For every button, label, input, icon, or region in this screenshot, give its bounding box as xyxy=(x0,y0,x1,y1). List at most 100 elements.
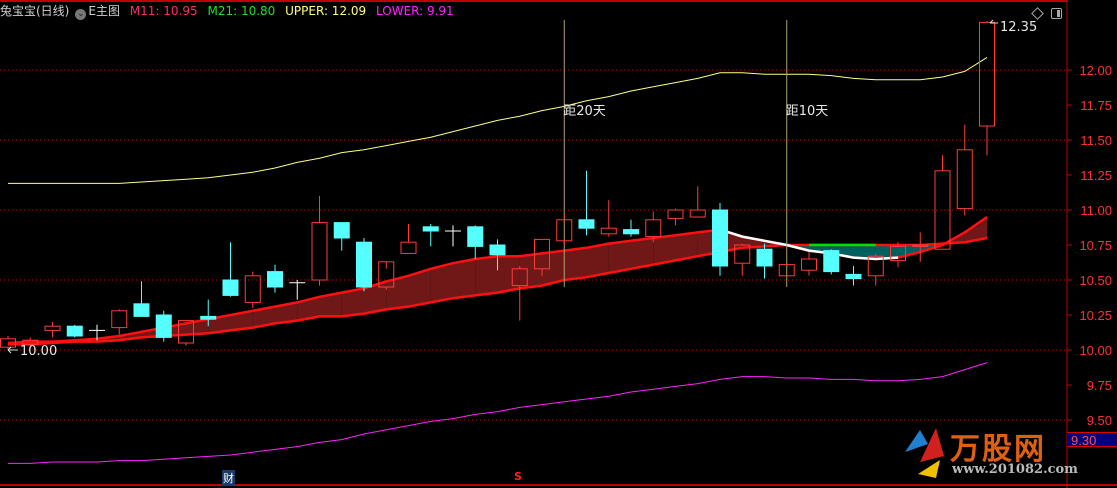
ma-band-segment xyxy=(653,235,676,265)
candle xyxy=(133,281,150,317)
ma-band-segment xyxy=(964,217,987,243)
candle xyxy=(400,224,417,254)
candle xyxy=(445,225,461,247)
low-price-label: 10.00 xyxy=(20,344,57,359)
panel-toggle-icon[interactable] xyxy=(1051,8,1062,19)
candle xyxy=(934,155,951,250)
candle xyxy=(511,266,528,321)
candle xyxy=(155,310,172,342)
candle xyxy=(712,203,728,276)
axis-tick-label: 11.25 xyxy=(1080,168,1112,183)
ma-band-segment xyxy=(230,310,253,331)
axis-highlight-price: 9.30 xyxy=(1067,432,1117,448)
axis-tick-label: 10.75 xyxy=(1079,238,1112,253)
candle-body xyxy=(178,320,194,344)
axis-tick-label: 10.50 xyxy=(1079,273,1112,288)
candle xyxy=(667,208,684,226)
candle-body xyxy=(422,226,439,232)
ma-band-segment xyxy=(297,296,320,321)
candle-body xyxy=(689,209,706,218)
watermark-url: www.201082.com xyxy=(952,462,1078,477)
ma-band-segment xyxy=(675,232,698,261)
axis-tick-label: 10.25 xyxy=(1079,308,1112,323)
candle xyxy=(378,261,395,290)
candle xyxy=(356,238,372,292)
ma-band-segment xyxy=(831,245,854,258)
candle-body xyxy=(912,244,929,247)
axis-tick-label: 11.00 xyxy=(1080,203,1112,218)
candle xyxy=(222,242,239,297)
candle xyxy=(534,238,550,276)
candle-body xyxy=(801,258,817,271)
candle-body xyxy=(823,250,840,273)
candle xyxy=(689,186,706,218)
axis-tick-label: 11.50 xyxy=(1080,133,1112,148)
ma-band-segment xyxy=(275,302,298,324)
candle xyxy=(66,324,83,338)
stock-title: 兔宝宝(日线) xyxy=(0,4,70,18)
candle-body xyxy=(534,238,550,270)
axis-tick-label: 9.50 xyxy=(1087,413,1112,428)
ma-band-segment xyxy=(341,288,364,317)
ma-band-segment xyxy=(497,256,520,293)
day-marker-label: 距20天 xyxy=(563,104,606,119)
candle-body xyxy=(22,339,39,345)
candle-body xyxy=(556,219,573,242)
candle-body xyxy=(511,268,528,287)
candle xyxy=(912,232,929,262)
upper-line xyxy=(8,56,988,184)
candle-body xyxy=(489,244,506,256)
s-event-marker[interactable]: S xyxy=(514,470,522,483)
candle-body xyxy=(133,303,150,317)
top-icons xyxy=(1031,3,1062,22)
candle xyxy=(801,252,817,276)
lower-line xyxy=(8,362,988,464)
candle-body xyxy=(467,226,484,247)
candle-body xyxy=(222,279,239,296)
axis-tick-label: 10.00 xyxy=(1079,343,1112,358)
candle-body xyxy=(645,219,662,238)
ma-band-segment xyxy=(631,238,654,269)
candle xyxy=(44,322,61,338)
high-price-label: 12.35 xyxy=(1000,20,1037,35)
candle xyxy=(734,243,751,276)
indicator-selector[interactable]: E主图 xyxy=(88,4,120,18)
candle xyxy=(979,21,995,156)
ma-band-segment xyxy=(542,250,565,286)
ma-band-segment xyxy=(386,275,409,310)
ma-band-segment xyxy=(319,292,342,317)
candle xyxy=(200,299,217,327)
ma-band-segment xyxy=(898,245,921,258)
candle-body xyxy=(934,170,951,250)
candle xyxy=(578,170,595,236)
candle-body xyxy=(244,275,261,303)
candle-body xyxy=(378,261,395,288)
finance-event-marker[interactable]: 财 xyxy=(222,470,235,486)
candle xyxy=(311,196,328,286)
candle-body xyxy=(845,273,862,280)
candle-body xyxy=(667,209,684,219)
candle-body xyxy=(867,255,884,277)
price-arrow-icon xyxy=(7,19,998,354)
candle xyxy=(111,309,128,335)
candle xyxy=(623,219,639,237)
candle xyxy=(756,243,773,279)
watermark-logo: 万股网 www.201082.com xyxy=(900,418,1078,484)
ma-band-segment xyxy=(252,306,275,328)
ma-band-segment xyxy=(430,263,453,303)
candle-body xyxy=(578,219,595,229)
candle-body xyxy=(111,310,128,329)
candle-body xyxy=(400,241,417,254)
chevron-down-icon[interactable]: ⌄ xyxy=(75,9,87,20)
candle-body xyxy=(956,149,973,210)
candle xyxy=(489,239,506,271)
candle-body xyxy=(155,314,172,338)
candle xyxy=(823,249,840,275)
candle xyxy=(890,242,906,268)
candle-body xyxy=(356,241,372,288)
upper-value: UPPER: 12.09 xyxy=(285,4,367,18)
ma-band-segment xyxy=(853,245,876,259)
candle-body xyxy=(267,271,283,288)
candle-body xyxy=(311,222,328,281)
